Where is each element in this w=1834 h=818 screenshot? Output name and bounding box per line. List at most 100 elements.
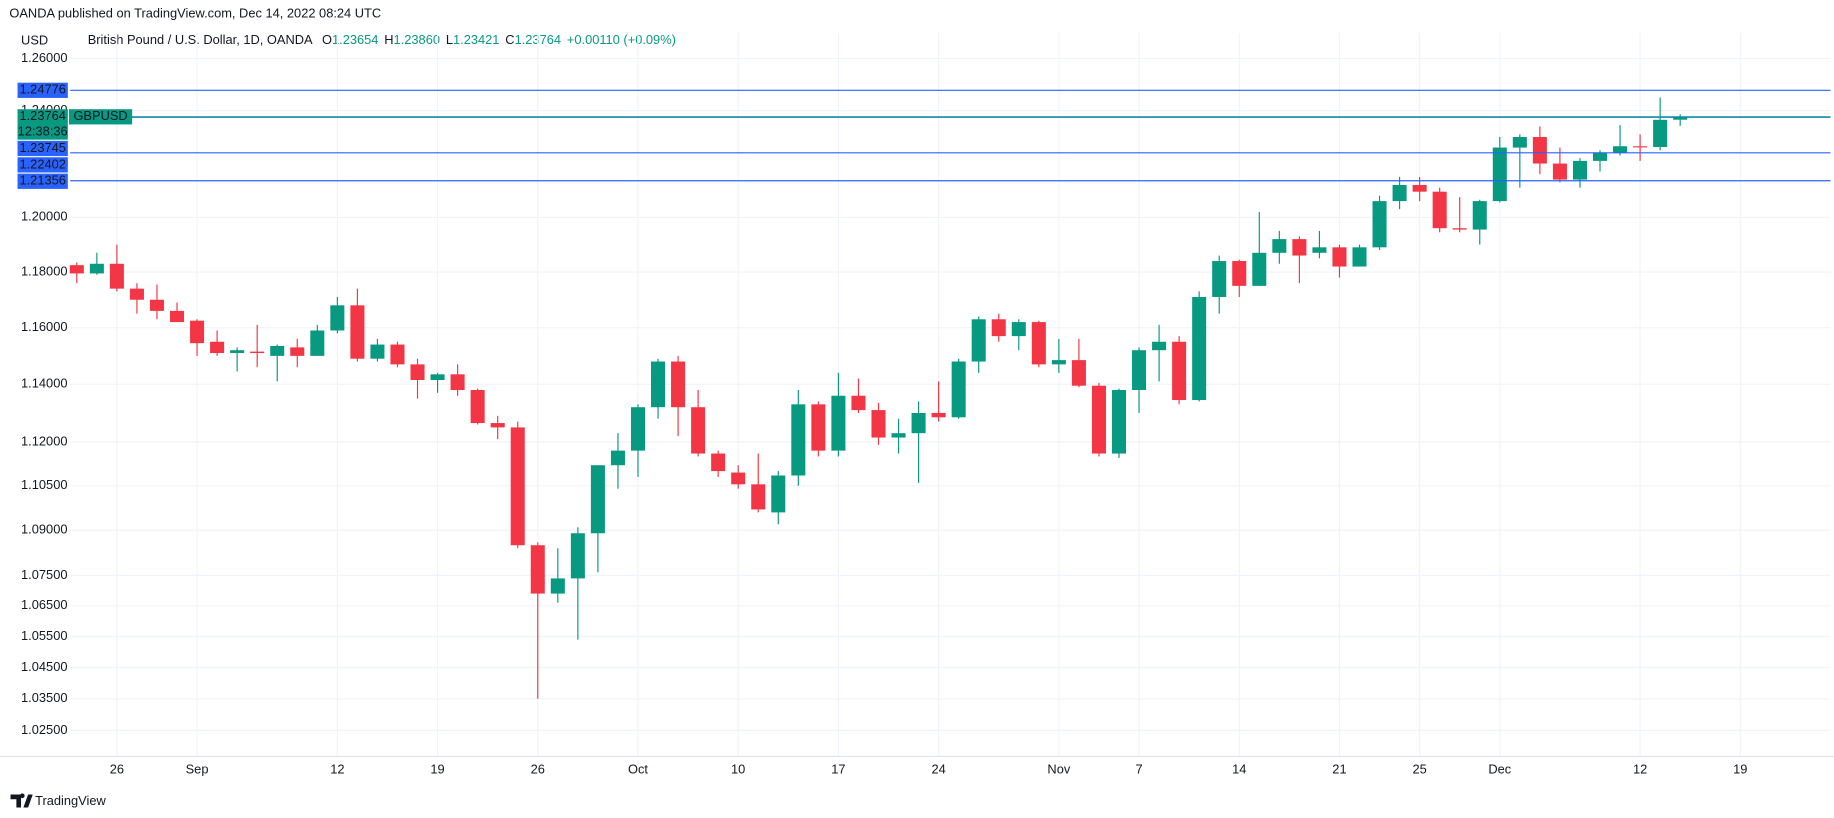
x-tick-label: 24	[931, 761, 945, 776]
y-tick-label: 1.12000	[21, 433, 67, 448]
candle-body	[1613, 146, 1628, 153]
candle-body	[610, 450, 625, 466]
candle-body	[711, 453, 726, 472]
candle-body	[370, 344, 385, 359]
candle-body	[1512, 136, 1527, 148]
candle-body	[210, 341, 225, 354]
x-tick-label: 19	[430, 761, 444, 776]
candle-body	[170, 310, 185, 323]
candle-body	[630, 407, 646, 451]
candle-body	[1372, 201, 1387, 248]
candle-body	[290, 347, 305, 356]
legend-value: 1.23421	[453, 32, 499, 47]
candle-body	[751, 484, 766, 510]
candle-body	[671, 361, 686, 408]
y-tick-label: 1.05500	[21, 628, 67, 643]
symbol-tag	[69, 109, 133, 125]
candle-body	[1572, 160, 1587, 180]
publisher: OANDA published on TradingView.com, Dec …	[9, 5, 381, 20]
symbol-label: GBPUSD	[73, 108, 127, 123]
x-tick-label: 12	[330, 761, 344, 776]
x-tick-label: 12	[1633, 761, 1647, 776]
candle-body	[1111, 390, 1127, 454]
candle-body	[350, 305, 365, 359]
y-tick-label: 1.07500	[21, 567, 67, 582]
candle-body	[450, 374, 465, 391]
x-tick-label: 26	[531, 761, 545, 776]
candle-body	[1432, 191, 1447, 229]
candle-body	[550, 578, 565, 594]
x-tick-label: 7	[1135, 761, 1142, 776]
candle-body	[430, 374, 445, 381]
candle-body	[570, 533, 585, 579]
candle-body	[310, 330, 325, 356]
candle-body	[109, 263, 124, 289]
candle-body	[1192, 296, 1207, 401]
candle-body	[871, 410, 886, 438]
candle-body	[1292, 239, 1307, 256]
candle-body	[1232, 261, 1247, 286]
candle-body	[1332, 247, 1347, 267]
y-tick-label: 1.06500	[21, 597, 67, 612]
candle-body	[991, 319, 1006, 337]
y-tick-label: 1.14000	[21, 376, 67, 391]
candle-body	[270, 345, 285, 356]
candle-body	[851, 395, 866, 411]
y-tick-label: 1.03500	[21, 690, 67, 705]
candle-body	[1252, 252, 1267, 286]
footer: TradingView	[10, 793, 106, 808]
candle-body	[1592, 152, 1608, 161]
x-tick-label: Nov	[1047, 761, 1070, 776]
candle-body	[89, 263, 104, 274]
candle-body	[1633, 146, 1648, 148]
candle-body	[490, 423, 505, 428]
x-tick-label: 10	[731, 761, 745, 776]
candle-body	[69, 265, 84, 274]
candle-body	[1172, 341, 1187, 401]
price-tag-label: 1.22402	[19, 156, 65, 171]
legend-change: +0.00110 (+0.09%)	[567, 32, 676, 47]
candle-body	[1272, 239, 1287, 253]
candle-body	[1532, 136, 1547, 164]
candle-body	[791, 404, 806, 476]
last-price-tag	[17, 109, 68, 140]
x-tick-label: Dec	[1488, 761, 1511, 776]
candle-body	[1392, 184, 1407, 202]
candle-body	[190, 320, 205, 344]
candle-body	[891, 433, 906, 438]
y-tick-label: 1.02500	[21, 722, 67, 737]
legend: British Pound / U.S. Dollar, 1D, OANDA O1…	[88, 32, 676, 47]
y-tick-label: 1.04500	[21, 659, 67, 674]
candle-body	[1552, 163, 1567, 180]
candle-body	[911, 412, 926, 434]
candle-body	[1031, 322, 1046, 365]
x-tick-label: Oct	[628, 761, 648, 776]
candle-body	[510, 427, 525, 546]
candle-body	[530, 545, 545, 594]
candle-body	[390, 344, 405, 365]
logo	[10, 793, 33, 808]
candle-body	[1132, 350, 1147, 391]
price-tag	[17, 173, 68, 189]
candle-body	[149, 299, 164, 311]
candle-body	[971, 319, 986, 362]
price-tag	[17, 82, 68, 98]
x-tick-label: 21	[1332, 761, 1346, 776]
x-tick-label: 17	[831, 761, 845, 776]
grid	[70, 32, 1831, 756]
candle-body	[1051, 360, 1066, 365]
candle-body	[1011, 322, 1026, 337]
price-tag	[17, 140, 68, 157]
y-tick-label: 1.18000	[21, 263, 67, 278]
price-tag-label: 1.24776	[19, 82, 65, 97]
footer-text: TradingView	[35, 793, 106, 808]
x-tick-label: Sep	[186, 761, 209, 776]
countdown: 12:38:36	[18, 123, 68, 138]
x-tick-label: 14	[1232, 761, 1246, 776]
candle-body	[1212, 261, 1227, 297]
candle-body	[230, 350, 245, 354]
candle-body	[1412, 184, 1427, 192]
x-tick-label: 25	[1412, 761, 1426, 776]
